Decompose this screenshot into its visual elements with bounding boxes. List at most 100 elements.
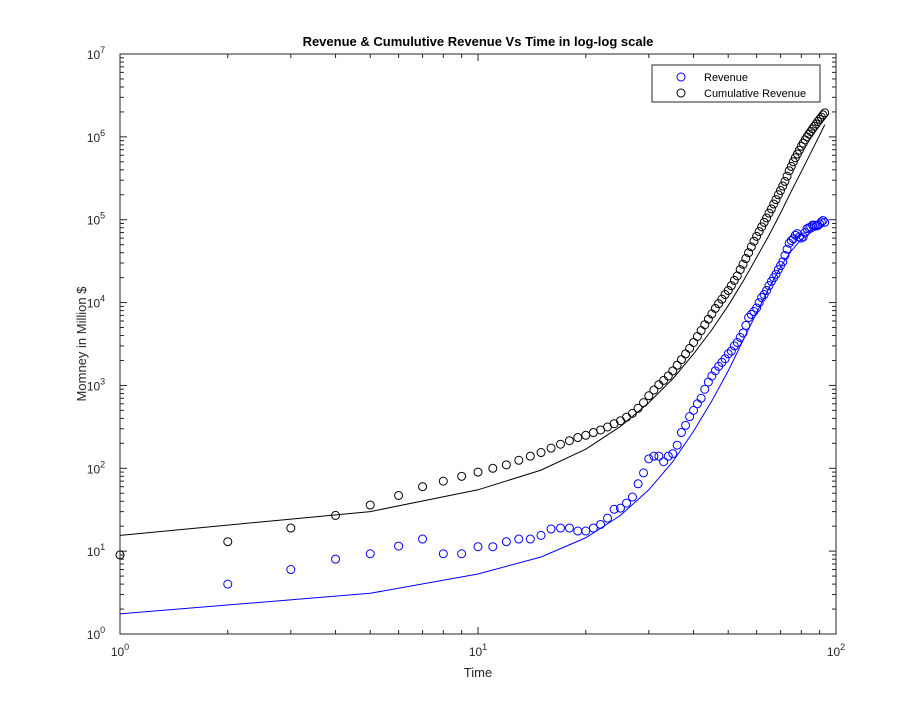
- plot-area: [119, 53, 837, 635]
- point-revenue: [754, 298, 764, 308]
- point-cumulative-revenue: [473, 467, 483, 477]
- point-cumulative-revenue: [710, 303, 720, 313]
- point-revenue: [676, 428, 686, 438]
- legend-marker-revenue: [676, 72, 686, 82]
- point-cumulative-revenue: [784, 166, 794, 176]
- point-revenue: [778, 257, 788, 267]
- point-revenue: [757, 293, 767, 303]
- legend-marker-cumulative-revenue: [676, 88, 686, 98]
- point-cumulative-revenue: [564, 436, 574, 446]
- data-points: [115, 108, 830, 589]
- point-revenue: [473, 542, 483, 552]
- point-revenue: [816, 217, 826, 227]
- point-cumulative-revenue: [418, 482, 428, 492]
- x-axis-label: Time: [464, 665, 492, 680]
- point-revenue: [536, 530, 546, 540]
- point-cumulative-revenue: [729, 275, 739, 285]
- point-cumulative-revenue: [223, 537, 233, 547]
- point-cumulative-revenue: [525, 451, 535, 461]
- point-cumulative-revenue: [668, 366, 678, 376]
- point-revenue: [689, 405, 699, 415]
- point-cumulative-revenue: [573, 433, 583, 443]
- point-cumulative-revenue: [746, 242, 756, 252]
- x-axis-ticks: 100 101 102: [111, 54, 845, 659]
- point-cumulative-revenue: [786, 161, 796, 171]
- legend: Revenue Cumulative Revenue: [651, 64, 821, 103]
- point-cumulative-revenue: [759, 217, 769, 227]
- point-cumulative-revenue: [627, 408, 637, 418]
- point-revenue: [418, 534, 428, 544]
- point-revenue: [764, 281, 774, 291]
- point-revenue: [744, 313, 754, 323]
- point-revenue: [798, 232, 808, 242]
- x-tick-label: 100: [111, 642, 129, 659]
- point-revenue: [457, 549, 467, 559]
- point-cumulative-revenue: [536, 448, 546, 458]
- point-revenue: [609, 504, 619, 514]
- point-cumulative-revenue: [738, 259, 748, 269]
- point-revenue: [720, 354, 730, 364]
- point-cumulative-revenue: [286, 523, 296, 533]
- y-tick-label: 105: [87, 211, 105, 228]
- point-cumulative-revenue: [782, 171, 792, 181]
- y-tick-label: 101: [87, 542, 105, 559]
- point-revenue: [818, 215, 828, 225]
- x-tick-label: 101: [469, 642, 487, 659]
- point-cumulative-revenue: [749, 236, 759, 246]
- point-revenue: [794, 232, 804, 242]
- point-revenue: [735, 332, 745, 342]
- point-revenue: [663, 451, 673, 461]
- point-revenue: [746, 309, 756, 319]
- point-cumulative-revenue: [735, 265, 745, 275]
- point-revenue: [556, 523, 565, 533]
- point-revenue: [654, 451, 664, 461]
- y-tick-label: 102: [87, 459, 105, 476]
- point-revenue: [710, 366, 720, 376]
- y-axis-ticks: 100 101 102 103 104 105 106 107: [87, 45, 836, 642]
- point-revenue: [488, 542, 498, 552]
- fit-line-1: [119, 124, 826, 536]
- point-cumulative-revenue: [780, 176, 790, 186]
- point-cumulative-revenue: [741, 254, 751, 264]
- point-cumulative-revenue: [726, 281, 736, 291]
- point-revenue: [622, 498, 632, 508]
- x-tick-label: 102: [827, 642, 845, 659]
- point-revenue: [331, 554, 341, 564]
- point-revenue: [525, 534, 535, 544]
- point-revenue: [700, 384, 710, 394]
- point-cumulative-revenue: [581, 430, 591, 440]
- point-cumulative-revenue: [732, 271, 742, 281]
- point-revenue: [782, 244, 792, 254]
- point-revenue: [723, 349, 733, 359]
- point-cumulative-revenue: [818, 110, 828, 120]
- point-cumulative-revenue: [501, 460, 511, 470]
- point-cumulative-revenue: [762, 213, 772, 223]
- point-cumulative-revenue: [115, 550, 125, 560]
- point-revenue: [762, 285, 772, 295]
- y-tick-label: 103: [87, 376, 105, 393]
- point-cumulative-revenue: [766, 204, 776, 214]
- y-tick-label: 100: [87, 625, 105, 642]
- point-cumulative-revenue: [633, 403, 643, 413]
- point-revenue: [659, 457, 669, 467]
- point-cumulative-revenue: [769, 199, 779, 209]
- point-revenue: [672, 440, 682, 450]
- point-revenue: [588, 523, 598, 533]
- point-revenue: [615, 503, 625, 513]
- point-cumulative-revenue: [714, 299, 724, 309]
- point-cumulative-revenue: [546, 443, 556, 453]
- point-revenue: [633, 479, 643, 489]
- point-revenue: [771, 269, 781, 279]
- point-revenue: [644, 454, 654, 464]
- point-cumulative-revenue: [757, 222, 767, 232]
- point-cumulative-revenue: [776, 186, 786, 196]
- point-cumulative-revenue: [723, 285, 733, 295]
- y-tick-label: 104: [87, 294, 105, 311]
- point-cumulative-revenue: [649, 385, 659, 395]
- point-revenue: [780, 250, 790, 260]
- point-revenue: [815, 219, 825, 229]
- point-cumulative-revenue: [514, 455, 524, 465]
- legend-box: [651, 64, 821, 103]
